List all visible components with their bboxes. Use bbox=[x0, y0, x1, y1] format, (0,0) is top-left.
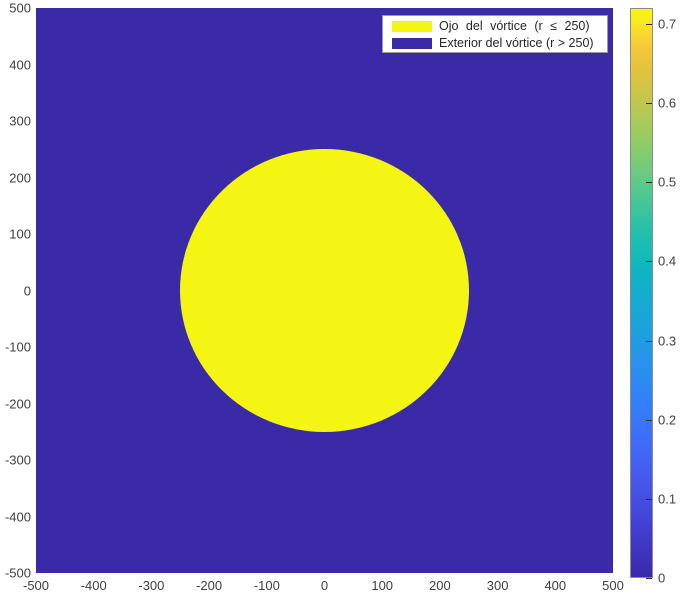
legend-swatch bbox=[392, 21, 432, 32]
x-tick-label: 500 bbox=[602, 578, 624, 593]
colorbar-tick-mark bbox=[646, 103, 652, 104]
y-tick-label: 0 bbox=[23, 283, 31, 298]
colorbar-tick-label: 0.5 bbox=[658, 174, 677, 190]
colorbar-tick-label: 0 bbox=[658, 570, 666, 586]
legend-item[interactable]: Exterior del vórtice (r > 250) bbox=[383, 35, 607, 52]
legend-item-label: Ojo del vórtice (r ≤ 250) bbox=[439, 19, 590, 33]
colorbar-tick-label: 0.7 bbox=[658, 16, 677, 32]
colorbar-tick-label: 0.3 bbox=[658, 333, 677, 348]
x-tick-label: 100 bbox=[371, 578, 394, 593]
x-tick-label: 200 bbox=[429, 578, 451, 593]
y-tick-label: -400 bbox=[4, 509, 31, 524]
colorbar[interactable] bbox=[630, 8, 653, 578]
y-tick-label: -200 bbox=[4, 396, 31, 411]
legend[interactable]: Ojo del vórtice (r ≤ 250) Exterior del vó… bbox=[382, 15, 608, 53]
colorbar-tick-mark bbox=[646, 498, 652, 500]
y-tick-label: 300 bbox=[9, 113, 31, 129]
colorbar-tick-mark bbox=[646, 578, 652, 579]
x-tick-label: -100 bbox=[253, 578, 280, 593]
x-tick-label: -400 bbox=[80, 578, 107, 593]
plot-area[interactable] bbox=[36, 8, 613, 573]
y-tick-label: 200 bbox=[9, 170, 31, 185]
colorbar-tick-mark bbox=[646, 340, 652, 342]
colorbar-tick-label: 0.1 bbox=[658, 491, 677, 507]
x-tick-label: 400 bbox=[544, 578, 567, 593]
vortex-eye-circle bbox=[180, 149, 469, 432]
legend-swatch bbox=[392, 38, 432, 49]
y-tick-label: -500 bbox=[4, 565, 31, 581]
y-tick-label: 400 bbox=[9, 57, 31, 72]
legend-item-label: Exterior del vórtice (r > 250) bbox=[439, 36, 594, 50]
x-tick-label: -200 bbox=[196, 578, 223, 593]
colorbar-tick-mark bbox=[646, 419, 652, 421]
y-tick-label: -100 bbox=[4, 339, 31, 355]
legend-item[interactable]: Ojo del vórtice (r ≤ 250) bbox=[383, 18, 607, 35]
x-tick-label: -300 bbox=[138, 578, 165, 593]
y-tick-label: 500 bbox=[9, 0, 31, 16]
colorbar-tick-label: 0.2 bbox=[658, 412, 677, 428]
colorbar-tick-mark bbox=[646, 23, 652, 25]
colorbar-tick-label: 0.4 bbox=[658, 253, 677, 269]
x-tick-label: -500 bbox=[22, 578, 50, 593]
y-tick-label: -300 bbox=[4, 452, 31, 468]
x-tick-label: 300 bbox=[486, 578, 509, 593]
y-tick-label: 100 bbox=[9, 226, 31, 242]
colorbar-tick-mark bbox=[646, 182, 652, 184]
colorbar-tick-mark bbox=[646, 261, 652, 263]
colorbar-tick-label: 0.6 bbox=[658, 95, 677, 111]
x-tick-label: 0 bbox=[320, 578, 329, 593]
